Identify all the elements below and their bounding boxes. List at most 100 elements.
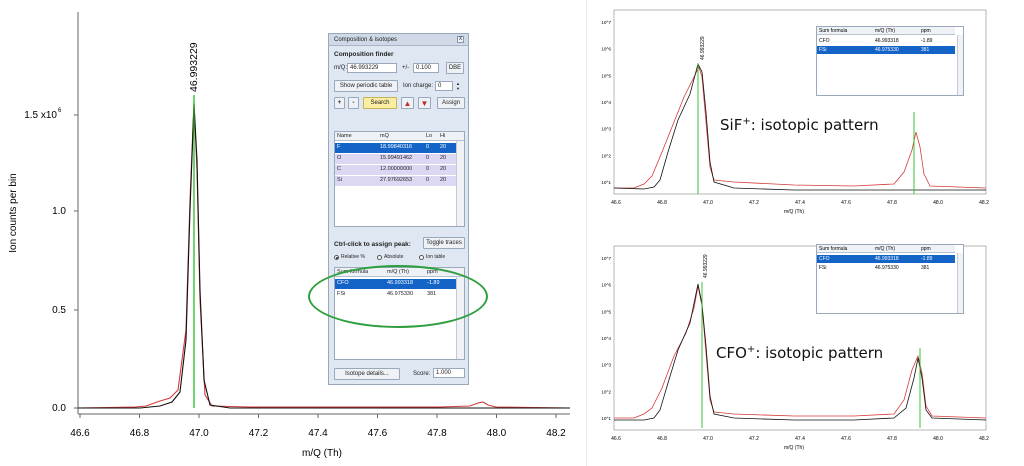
col-header-mq[interactable]: mQ (380, 133, 389, 139)
black-trace (78, 103, 570, 409)
table-row[interactable]: Si 27.97692653 0 20 (335, 176, 457, 186)
y-tick-0: 0.0 (52, 403, 78, 414)
cfo-annotation: CFO+: isotopic pattern (716, 344, 884, 362)
y-tick-label: 10^2 (601, 389, 611, 394)
y-tick-2: 1.0 (52, 206, 78, 217)
x-tick-label: 48.0 (933, 200, 943, 206)
ion-charge-stepper[interactable]: ▲ ▼ (456, 81, 460, 91)
peak-label: 46.993229 (188, 42, 200, 92)
dbe-button[interactable]: DBE (446, 62, 464, 74)
inset-plot-sif: 46.6 46.8 47.0 47.2 47.4 47.6 47.8 48.0 48.2 10^7… (594, 2, 1014, 216)
x-tick-label: 46.8 (130, 428, 150, 439)
x-tick-label: 47.4 (795, 436, 805, 442)
y-axis-label: Ion counts per bin (8, 173, 19, 253)
inset-sif-svg: 46.6 46.8 47.0 47.2 47.4 47.6 47.8 48.0 48.2 10^7… (601, 9, 989, 215)
sort-down-icon[interactable]: ▼ (418, 97, 431, 109)
radio-relative[interactable] (334, 255, 339, 260)
x-tick-label: 47.2 (249, 428, 269, 439)
tolerance-label: +/- (402, 65, 410, 71)
table-row[interactable]: C 12.00000000 0 20 (335, 165, 457, 175)
x-tick-label: 47.2 (749, 436, 759, 442)
inset-scrollbar[interactable] (957, 253, 963, 313)
toggle-traces-button[interactable]: Toggle traces (423, 237, 465, 249)
x-tick-label: 47.2 (749, 200, 759, 206)
svg-text:0.0: 0.0 (52, 403, 66, 414)
assign-button[interactable]: Assign (437, 97, 465, 109)
x-tick-label: 46.6 (611, 436, 621, 442)
y-tick-label: 10^1 (601, 180, 611, 185)
add-element-button[interactable]: + (334, 97, 345, 109)
isotope-details-button[interactable]: Isotope details... (334, 368, 400, 380)
peak-label: 46.993229 (700, 36, 706, 60)
x-tick-label: 48.2 (546, 428, 566, 439)
y-tick-label: 10^2 (601, 153, 611, 158)
y-tick-label: 10^6 (601, 283, 611, 288)
tolerance-input[interactable]: 0.100 (413, 63, 439, 73)
x-tick-label: 47.6 (368, 428, 388, 439)
x-tick-label: 47.8 (887, 436, 897, 442)
col-header-lo[interactable]: Lo (426, 133, 433, 139)
remove-element-button[interactable]: - (348, 97, 359, 109)
composition-panel: Composition & isotopes X Composition fin… (328, 33, 469, 385)
score-label: Score: (413, 371, 431, 377)
x-tick-label: 47.8 (887, 200, 897, 206)
svg-text:1.5 x10: 1.5 x10 (24, 110, 57, 121)
x-axis-label: m/Q (Th) (784, 209, 804, 215)
table-row[interactable]: O 15.99491462 0 20 (335, 154, 457, 164)
table-row[interactable]: FSi 46.975330 381 (819, 265, 930, 271)
radio-relative-label: Relative % (341, 254, 365, 260)
y-tick-label: 10^7 (601, 20, 611, 25)
x-tick-label: 46.6 (611, 200, 621, 206)
inset-axes: 46.6 46.8 47.0 47.2 47.4 47.6 47.8 48.0 48.2 10^7… (601, 9, 989, 206)
close-button[interactable]: X (457, 36, 464, 43)
search-button[interactable]: Search (363, 97, 397, 109)
y-tick-label: 10^7 (601, 256, 611, 261)
radio-ion-table[interactable] (419, 255, 424, 260)
elements-scrollbar[interactable] (456, 141, 464, 226)
x-tick-label: 48.2 (979, 200, 989, 206)
mq-input[interactable]: 46.993229 (347, 63, 397, 73)
show-periodic-table-button[interactable]: Show periodic table (334, 80, 398, 92)
x-tick-label: 47.4 (795, 200, 805, 206)
elements-table-header: Name mQ Lo Hi (335, 132, 464, 141)
x-axis-label: m/Q (Th) (302, 448, 342, 459)
y-tick-label: 10^5 (601, 73, 611, 78)
sort-up-icon[interactable]: ▲ (401, 97, 414, 109)
inset-axes: 46.6 46.8 47.0 47.2 47.4 47.6 47.8 48.0 48.2 10^7… (601, 245, 989, 442)
peak-label: 46.993229 (703, 254, 709, 278)
table-row[interactable]: F 18.99840316 0 20 (335, 143, 457, 153)
x-axis-label: m/Q (Th) (784, 445, 804, 451)
inset-results-table: Sum formula m/Q (Th) ppm CFO 46.993318 -… (816, 26, 964, 96)
y-tick-label: 10^6 (601, 47, 611, 52)
x-tick-label: 47.6 (841, 436, 851, 442)
main-spectrum-plot: 0.0 0.5 1.0 1.5 x10 6 Ion counts per bin… (8, 12, 571, 459)
x-tick-label: 48.2 (979, 436, 989, 442)
inset-scrollbar[interactable] (957, 35, 963, 95)
table-row[interactable]: CFO 46.993318 -1.89 (817, 255, 955, 263)
table-row[interactable]: FSi 46.975330 381 (817, 46, 955, 54)
ion-charge-label: Ion charge: (403, 83, 434, 89)
x-tick-label: 48.0 (933, 436, 943, 442)
y-tick-3: 1.5 x10 6 (24, 108, 78, 121)
y-tick-label: 10^5 (601, 309, 611, 314)
inset-plot-cfo: 46.6 46.8 47.0 47.2 47.4 47.6 47.8 48.0 48.2 10^7… (594, 238, 1014, 452)
x-tick-label: 46.8 (657, 200, 667, 206)
panel-titlebar[interactable]: Composition & isotopes X (329, 34, 468, 46)
y-tick-label: 10^4 (601, 100, 611, 105)
svg-text:6: 6 (58, 108, 62, 114)
composition-finder-title: Composition finder (334, 51, 394, 58)
table-row[interactable]: CFO 46.993318 -1.89 (819, 38, 933, 44)
radio-absolute[interactable] (377, 255, 382, 260)
inset-frame-rect (613, 245, 987, 431)
radio-ion-table-label: Ion table (426, 254, 446, 260)
ion-charge-input[interactable]: 0 (435, 81, 453, 91)
mq-label: m/Q: (334, 65, 347, 71)
sif-annotation: SiF+: isotopic pattern (720, 116, 879, 134)
elements-table: Name mQ Lo Hi F 18.99840316 0 20 O 15.99… (334, 131, 465, 227)
col-header-hi[interactable]: Hi (440, 133, 446, 139)
ctrl-click-label: Ctrl-click to assign peak: (334, 241, 411, 248)
highlight-ellipse (308, 265, 488, 328)
inset-frame-rect (613, 9, 987, 195)
col-header-name[interactable]: Name (337, 133, 352, 139)
main-spectrum-svg: 0.0 0.5 1.0 1.5 x10 6 Ion counts per bin… (8, 12, 571, 459)
